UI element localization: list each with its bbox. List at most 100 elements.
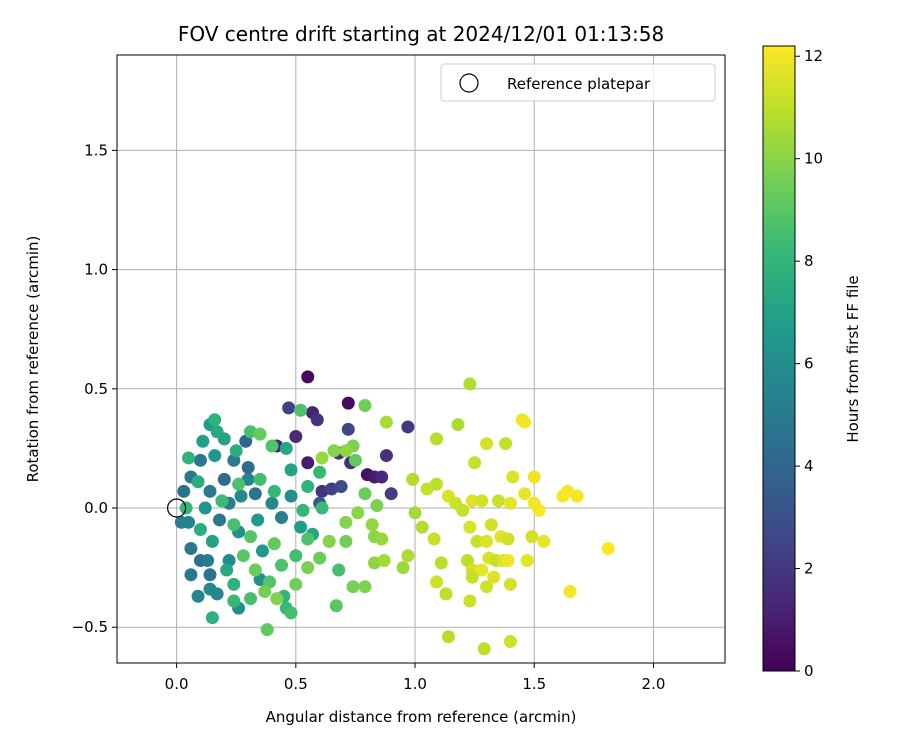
data-point: [379, 449, 393, 463]
data-point: [210, 587, 224, 601]
y-tick-label: 1.5: [84, 141, 108, 159]
data-point: [379, 415, 393, 429]
data-point: [191, 589, 205, 603]
data-point: [294, 520, 308, 534]
data-point: [503, 635, 517, 649]
data-point: [429, 432, 443, 446]
data-point: [215, 494, 229, 508]
data-point: [468, 456, 482, 470]
data-point: [267, 537, 281, 551]
data-point: [375, 470, 389, 484]
y-tick-label: 0.5: [84, 380, 108, 398]
legend-box: [440, 63, 716, 102]
colorbar-tick-label: 8: [804, 252, 814, 270]
colorbar-tick-label: 0: [804, 662, 814, 680]
data-point: [275, 511, 289, 525]
data-point: [267, 484, 281, 498]
data-point: [315, 451, 329, 465]
data-point: [475, 494, 489, 508]
data-point: [520, 553, 534, 567]
data-point: [499, 437, 513, 451]
colorbar-tick-label: 6: [804, 355, 814, 373]
data-point: [518, 415, 532, 429]
data-point: [282, 401, 296, 415]
data-point: [184, 568, 198, 582]
data-point: [506, 470, 520, 484]
data-point: [313, 551, 327, 565]
data-point: [463, 594, 477, 608]
data-point: [370, 499, 384, 513]
data-point: [284, 489, 298, 503]
data-point: [406, 472, 420, 486]
data-point: [480, 534, 494, 548]
scatter-points: [167, 370, 615, 656]
data-point: [487, 570, 501, 584]
data-point: [191, 475, 205, 489]
plot-frame: [116, 54, 726, 664]
data-point: [537, 534, 551, 548]
data-point: [339, 515, 353, 529]
data-point: [401, 420, 415, 434]
data-point: [429, 477, 443, 491]
data-point: [198, 501, 212, 515]
data-point: [475, 563, 489, 577]
data-point: [184, 542, 198, 556]
data-point: [415, 520, 429, 534]
data-point: [244, 592, 258, 606]
data-point: [332, 563, 346, 577]
data-point: [358, 398, 372, 412]
data-point: [527, 470, 541, 484]
data-point: [322, 534, 336, 548]
data-point: [236, 549, 250, 563]
data-point: [265, 439, 279, 453]
data-point: [284, 606, 298, 620]
data-point: [208, 413, 222, 427]
data-point: [348, 453, 362, 467]
data-point: [196, 434, 210, 448]
data-point: [315, 501, 329, 515]
data-point: [253, 472, 267, 486]
data-point: [429, 575, 443, 589]
y-tick-label: −0.5: [72, 618, 108, 636]
data-point: [434, 556, 448, 570]
chart-title: FOV centre drift starting at 2024/12/01 …: [178, 22, 664, 46]
data-point: [177, 484, 191, 498]
colorbar-tick-label: 4: [804, 457, 814, 475]
data-point: [346, 580, 360, 594]
data-point: [501, 553, 515, 567]
data-point: [484, 518, 498, 532]
x-tick-label: 0.5: [284, 675, 308, 693]
data-point: [208, 449, 222, 463]
data-point: [203, 484, 217, 498]
data-point: [563, 584, 577, 598]
data-point: [334, 480, 348, 494]
colorbar-gradient: [762, 45, 796, 672]
data-point: [532, 503, 546, 517]
data-point: [491, 494, 505, 508]
data-point: [480, 580, 494, 594]
data-point: [289, 429, 303, 443]
data-point: [329, 599, 343, 613]
x-axis-label: Angular distance from reference (arcmin): [266, 708, 577, 726]
data-point: [244, 530, 258, 544]
legend-marker-reference: [459, 73, 479, 93]
data-point: [301, 370, 315, 384]
colorbar-tick-label: 10: [804, 150, 823, 168]
data-point: [227, 594, 241, 608]
data-point: [193, 453, 207, 467]
data-point: [375, 532, 389, 546]
data-point: [401, 549, 415, 563]
data-point: [232, 477, 246, 491]
data-point: [227, 577, 241, 591]
data-point: [470, 534, 484, 548]
data-point: [265, 496, 279, 510]
data-point: [365, 518, 379, 532]
data-point: [220, 563, 234, 577]
data-point: [296, 503, 310, 517]
data-point: [427, 532, 441, 546]
data-point: [339, 534, 353, 548]
data-point: [205, 611, 219, 625]
data-point: [241, 460, 255, 474]
data-point: [193, 522, 207, 536]
